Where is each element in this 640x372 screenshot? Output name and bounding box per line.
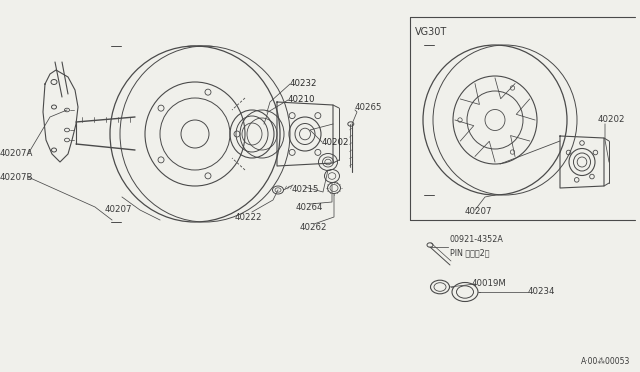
Text: 40207: 40207 xyxy=(105,205,132,215)
Text: 40215: 40215 xyxy=(292,186,319,195)
Text: 40019M: 40019M xyxy=(472,279,507,289)
Text: 00921-4352A: 00921-4352A xyxy=(450,235,504,244)
Text: 40265: 40265 xyxy=(355,103,383,112)
Text: 40207A: 40207A xyxy=(0,150,33,158)
Text: 40222: 40222 xyxy=(235,212,262,221)
Text: 40264: 40264 xyxy=(296,202,323,212)
Ellipse shape xyxy=(65,138,70,142)
Text: A·00⁂00053: A·00⁂00053 xyxy=(580,357,630,366)
Text: 40202: 40202 xyxy=(598,115,625,125)
Text: 40262: 40262 xyxy=(300,222,328,231)
Text: 40202: 40202 xyxy=(322,138,349,147)
Text: 40232: 40232 xyxy=(290,80,317,89)
Text: 40207B: 40207B xyxy=(0,173,33,182)
Text: 40207: 40207 xyxy=(465,208,493,217)
Text: 40234: 40234 xyxy=(528,288,556,296)
Text: VG30T: VG30T xyxy=(415,27,447,37)
Text: 40210: 40210 xyxy=(288,96,316,105)
Text: PIN ピン（2）: PIN ピン（2） xyxy=(450,248,490,257)
Ellipse shape xyxy=(65,108,70,112)
Ellipse shape xyxy=(65,128,70,132)
